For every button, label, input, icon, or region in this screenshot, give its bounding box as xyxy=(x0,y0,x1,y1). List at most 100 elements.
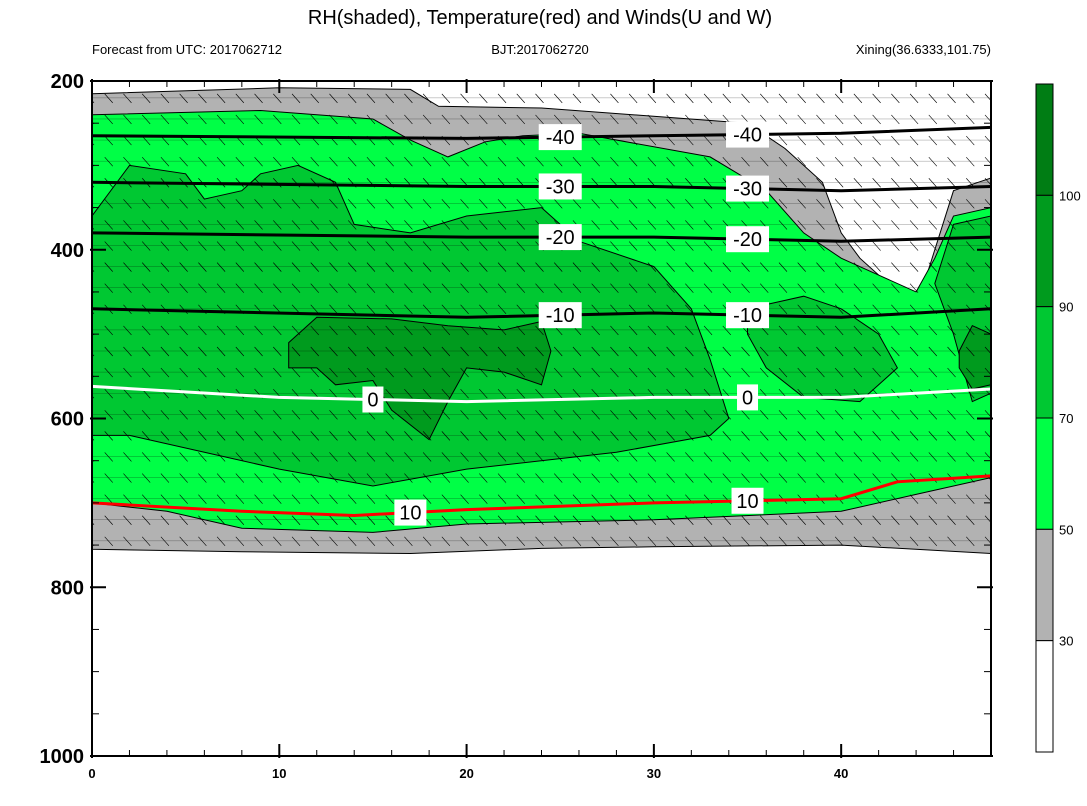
wind-barb xyxy=(909,431,919,441)
colorbar-label: 70 xyxy=(1059,411,1073,426)
wind-barb xyxy=(891,325,900,336)
wind-barb xyxy=(891,114,900,125)
wind-barb xyxy=(273,452,282,462)
wind-barb xyxy=(310,410,319,420)
colorbar-swatch xyxy=(1035,194,1054,308)
wind-barb xyxy=(310,473,319,483)
wind-barb xyxy=(160,494,170,504)
wind-barb xyxy=(160,367,170,378)
svg-text:-40: -40 xyxy=(546,127,575,149)
wind-barb xyxy=(984,283,991,291)
wind-barb xyxy=(984,494,991,502)
wind-barb xyxy=(853,367,863,378)
wind-barb xyxy=(123,93,132,104)
wind-barb xyxy=(610,114,619,125)
wind-barb xyxy=(591,241,600,251)
wind-barb xyxy=(516,304,525,315)
wind-barb xyxy=(516,388,525,399)
wind-barb xyxy=(441,262,451,272)
wind-barb xyxy=(928,241,938,251)
wind-barb xyxy=(572,388,582,399)
wind-barb xyxy=(834,452,844,462)
wind-barb xyxy=(235,367,245,378)
wind-barb xyxy=(647,431,657,441)
wind-barb xyxy=(816,178,825,188)
wind-barb xyxy=(516,199,525,209)
wind-barb xyxy=(535,93,544,104)
wind-barb xyxy=(310,262,319,272)
wind-barb xyxy=(928,536,938,547)
wind-barb xyxy=(497,325,507,336)
wind-barb xyxy=(966,515,975,525)
wind-barb xyxy=(254,199,263,209)
wind-barb xyxy=(329,452,338,462)
wind-barb xyxy=(123,452,132,462)
wind-barb xyxy=(160,241,170,251)
wind-barb xyxy=(984,135,991,144)
wind-barb xyxy=(872,262,881,272)
wind-barb xyxy=(347,431,357,441)
wind-barb xyxy=(872,325,881,336)
wind-barb xyxy=(104,431,113,441)
wind-barb xyxy=(572,346,582,357)
contour-line--40 xyxy=(92,125,991,140)
wind-barb xyxy=(404,452,413,462)
wind-barb xyxy=(235,473,245,483)
wind-barb xyxy=(591,325,600,336)
wind-barb xyxy=(347,452,357,462)
wind-barb xyxy=(834,114,844,125)
wind-barb xyxy=(628,199,638,209)
wind-barb xyxy=(366,536,376,547)
wind-barb xyxy=(404,220,413,230)
wind-barb xyxy=(834,431,844,441)
wind-barb xyxy=(441,325,451,336)
wind-barb xyxy=(273,156,282,167)
contour-label-0: 0 xyxy=(362,386,384,413)
wind-barb xyxy=(778,283,788,293)
wind-barb xyxy=(216,410,226,420)
wind-barb xyxy=(816,156,825,167)
wind-barb xyxy=(366,262,376,272)
wind-barb xyxy=(872,346,881,357)
wind-barb xyxy=(928,283,938,293)
wind-barb xyxy=(160,262,170,272)
wind-barb xyxy=(422,367,432,378)
wind-barb xyxy=(497,431,507,441)
wind-barb xyxy=(235,410,245,420)
wind-barb xyxy=(516,346,525,357)
wind-barb xyxy=(441,367,451,378)
wind-barb xyxy=(741,367,750,378)
wind-barb xyxy=(479,325,488,336)
wind-barb xyxy=(535,156,544,167)
wind-barb xyxy=(329,473,338,483)
wind-barb xyxy=(422,304,432,315)
wind-barb xyxy=(291,325,301,336)
wind-barb xyxy=(123,515,132,525)
wind-barb xyxy=(610,367,619,378)
wind-barb xyxy=(254,114,263,125)
wind-barb xyxy=(291,452,301,462)
wind-barb xyxy=(479,515,488,525)
wind-barb xyxy=(385,325,394,336)
wind-barb xyxy=(479,283,488,293)
wind-barb xyxy=(610,93,619,104)
wind-barb xyxy=(254,283,263,293)
wind-barb xyxy=(666,536,675,547)
wind-barb xyxy=(966,367,975,378)
wind-barb xyxy=(666,410,675,420)
wind-barb xyxy=(834,515,844,525)
wind-barb xyxy=(254,93,263,104)
wind-barb xyxy=(685,114,694,125)
wind-barb xyxy=(441,473,451,483)
wind-barb xyxy=(535,536,544,547)
wind-barb xyxy=(123,199,132,209)
wind-barb xyxy=(647,283,657,293)
wind-barb xyxy=(778,515,788,525)
colorbar-swatch xyxy=(1035,83,1054,196)
wind-barb xyxy=(554,156,563,167)
wind-barb xyxy=(123,346,132,357)
wind-barb xyxy=(666,452,675,462)
wind-barb xyxy=(610,156,619,167)
wind-barb xyxy=(591,114,600,125)
chart-title: RH(shaded), Temperature(red) and Winds(U… xyxy=(308,7,772,29)
